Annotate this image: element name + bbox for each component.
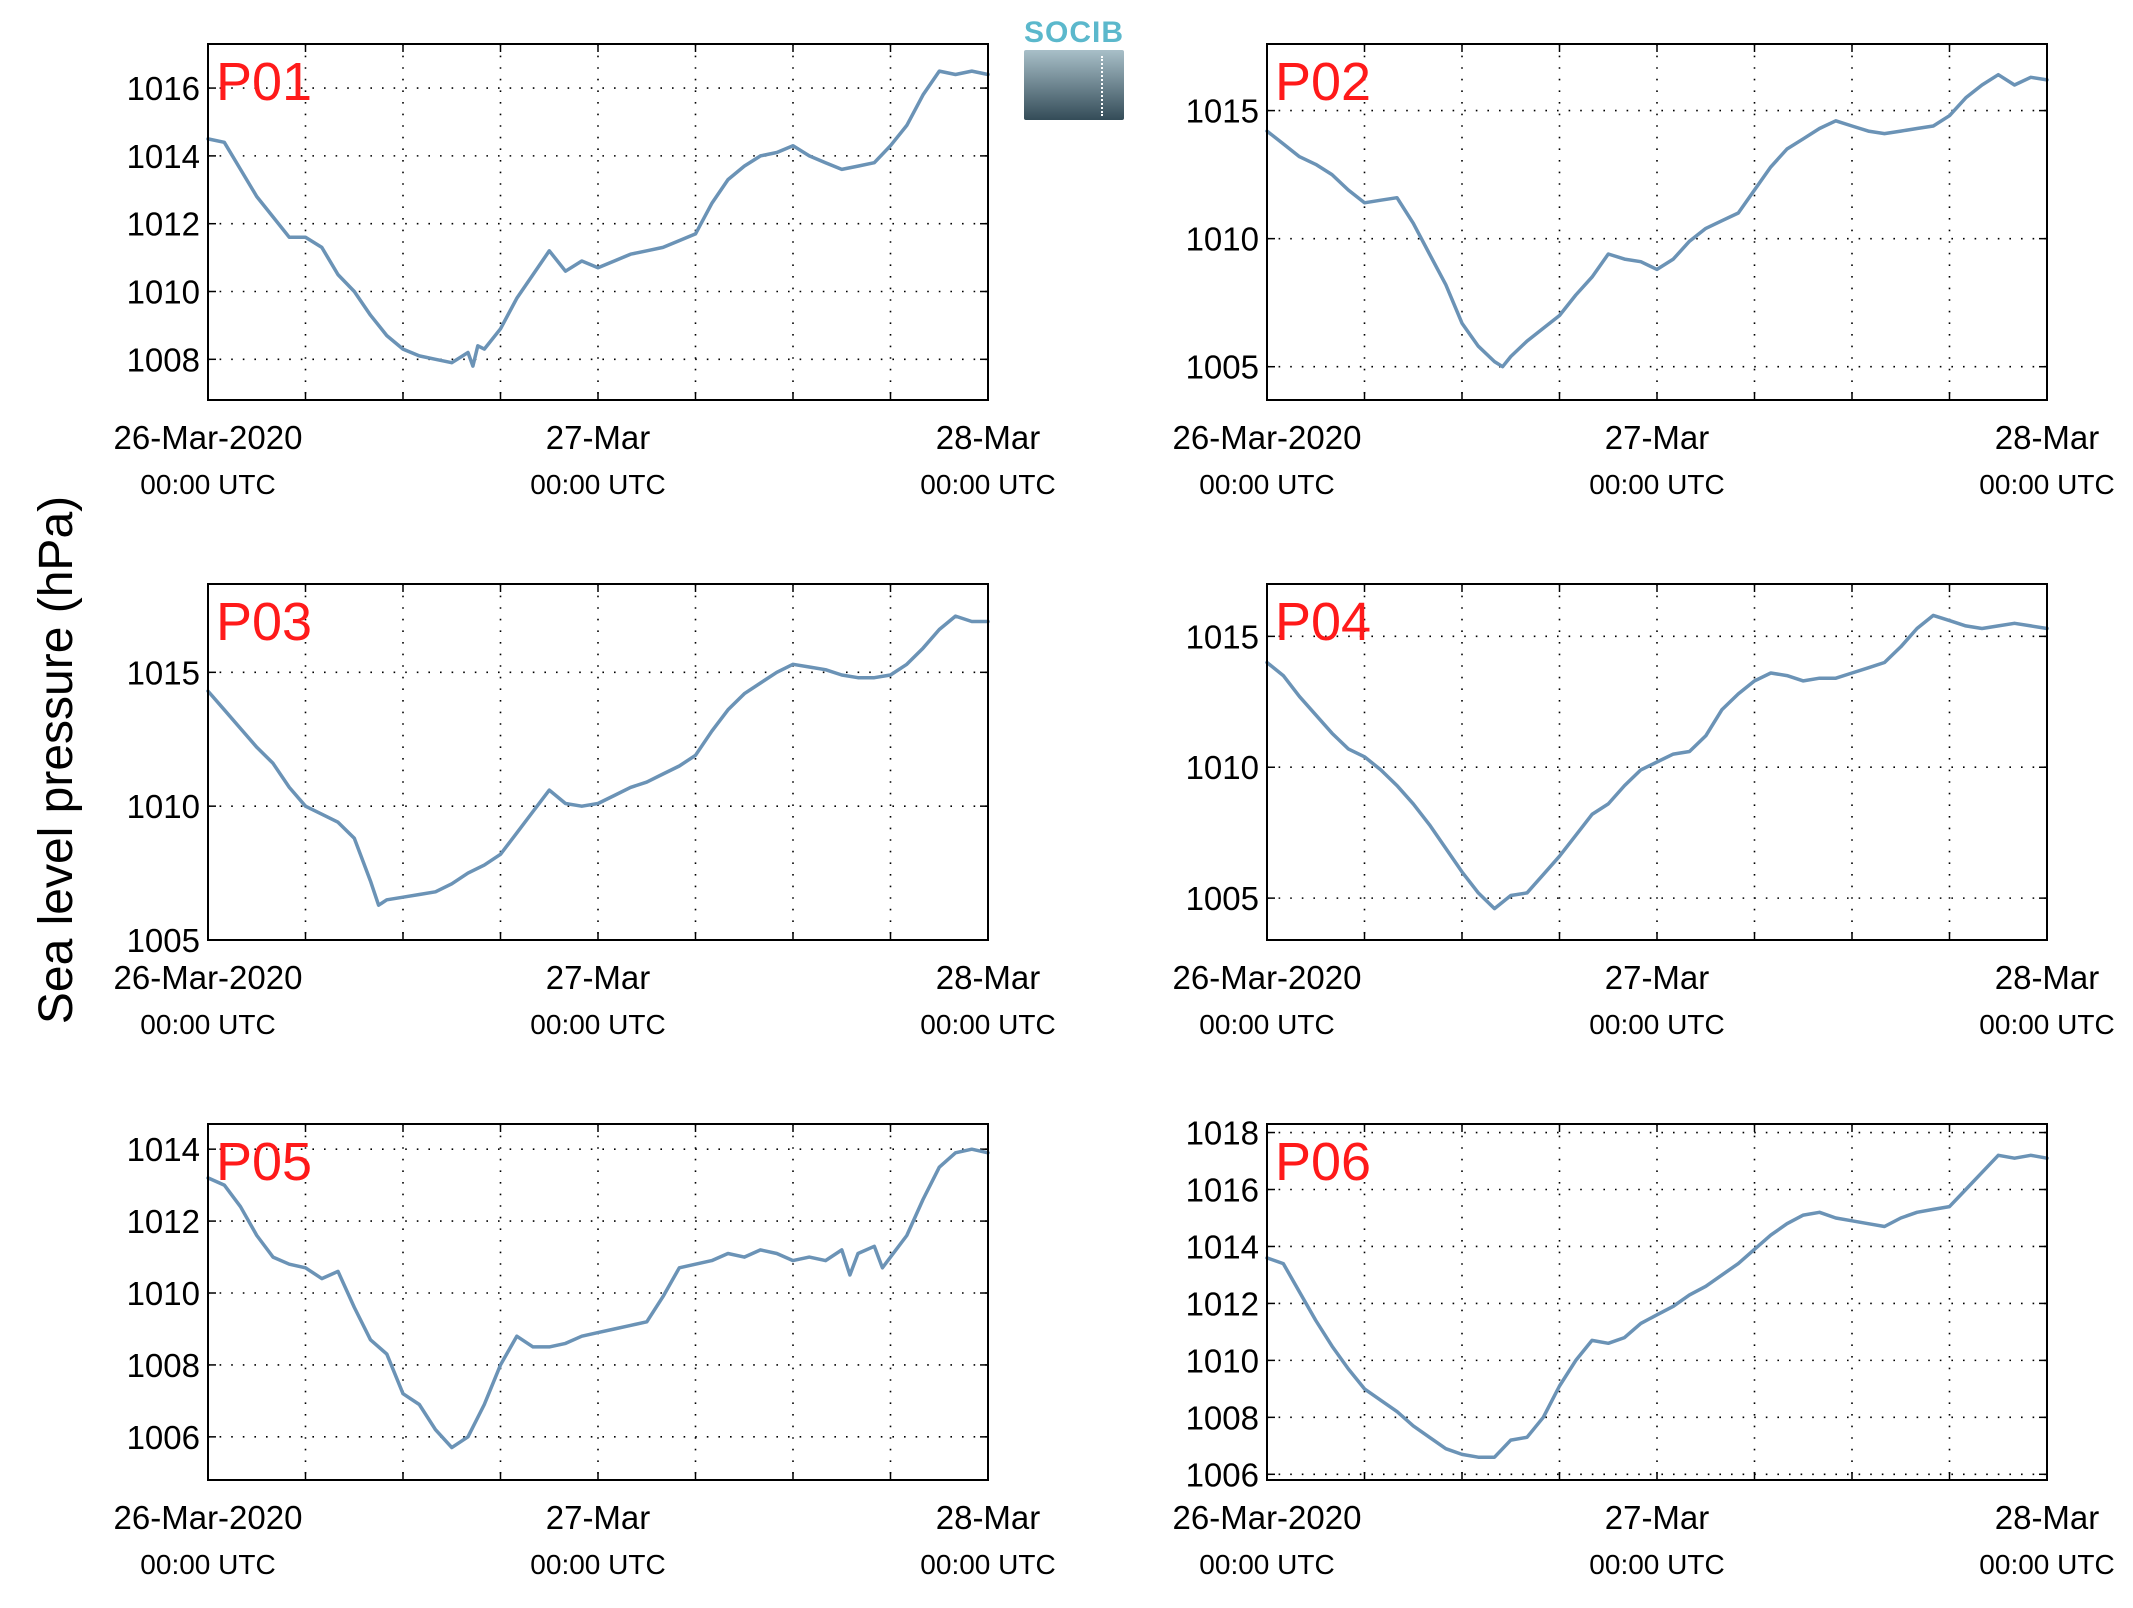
panel-label: P06 xyxy=(1275,1132,1371,1192)
x-tick-sublabel: 00:00 UTC xyxy=(1199,1549,1334,1580)
y-tick-label: 1012 xyxy=(127,1203,200,1240)
y-tick-label: 1005 xyxy=(1186,349,1259,386)
y-tick-label: 1006 xyxy=(1186,1456,1259,1493)
y-tick-label: 1015 xyxy=(1186,93,1259,130)
panel-label: P03 xyxy=(216,592,312,652)
y-tick-label: 1010 xyxy=(1186,749,1259,786)
x-tick-label: 28-Mar xyxy=(936,959,1041,996)
axes-frame xyxy=(1266,43,2048,401)
y-tick-label: 1016 xyxy=(127,70,200,107)
x-tick-label: 28-Mar xyxy=(936,419,1041,456)
panel-label: P04 xyxy=(1275,592,1371,652)
x-tick-sublabel: 00:00 UTC xyxy=(140,1009,275,1040)
y-tick-label: 1006 xyxy=(127,1419,200,1456)
x-tick-sublabel: 00:00 UTC xyxy=(530,469,665,500)
y-tick-label: 1005 xyxy=(1186,880,1259,917)
series-line xyxy=(206,69,990,368)
y-tick-label: 1015 xyxy=(1186,618,1259,655)
x-tick-label: 27-Mar xyxy=(546,959,651,996)
x-tick-label: 26-Mar-2020 xyxy=(1173,959,1362,996)
y-tick-label: 1014 xyxy=(127,1131,200,1168)
x-tick-label: 26-Mar-2020 xyxy=(114,959,303,996)
y-tick-label: 1008 xyxy=(1186,1399,1259,1436)
panel-label: P05 xyxy=(216,1132,312,1192)
y-tick-label: 1010 xyxy=(127,1275,200,1312)
x-tick-sublabel: 00:00 UTC xyxy=(1979,469,2114,500)
x-tick-label: 28-Mar xyxy=(1995,959,2100,996)
x-tick-sublabel: 00:00 UTC xyxy=(920,1549,1055,1580)
logo-text: SOCIB xyxy=(1024,16,1125,49)
series-line xyxy=(206,1147,990,1450)
panel-p05: 1006 1008 1010 1012 1014 26-Mar-2020 00:00 UTC… xyxy=(114,1123,1056,1580)
series-line xyxy=(1265,72,2049,369)
panel-p04: 1005 1010 1015 26-Mar-2020 00:00 UTC 27-Mar 00… xyxy=(1173,583,2115,1040)
x-tick-sublabel: 00:00 UTC xyxy=(1979,1549,2114,1580)
y-tick-label: 1010 xyxy=(1186,221,1259,258)
panel-label: P02 xyxy=(1275,52,1371,112)
axes-frame xyxy=(207,43,989,401)
x-tick-label: 27-Mar xyxy=(546,1499,651,1536)
y-tick-label: 1005 xyxy=(127,922,200,959)
logo-graphic xyxy=(1024,50,1124,120)
y-tick-label: 1008 xyxy=(127,341,200,378)
x-tick-label: 26-Mar-2020 xyxy=(1173,419,1362,456)
x-tick-label: 27-Mar xyxy=(1605,959,1710,996)
x-tick-sublabel: 00:00 UTC xyxy=(530,1009,665,1040)
x-tick-label: 27-Mar xyxy=(1605,1499,1710,1536)
y-tick-label: 1012 xyxy=(127,206,200,243)
socib-logo: SOCIB xyxy=(1024,16,1124,120)
x-tick-sublabel: 00:00 UTC xyxy=(920,469,1055,500)
x-tick-sublabel: 00:00 UTC xyxy=(1589,1549,1724,1580)
x-tick-label: 26-Mar-2020 xyxy=(114,1499,303,1536)
x-tick-sublabel: 00:00 UTC xyxy=(1199,1009,1334,1040)
x-tick-sublabel: 00:00 UTC xyxy=(140,1549,275,1580)
y-tick-label: 1014 xyxy=(1186,1228,1259,1265)
y-tick-label: 1015 xyxy=(127,654,200,691)
series-line xyxy=(1265,1153,2049,1459)
series-line xyxy=(206,614,990,907)
y-tick-label: 1008 xyxy=(127,1347,200,1384)
series-line xyxy=(1265,613,2049,911)
y-tick-label: 1010 xyxy=(127,788,200,825)
x-tick-sublabel: 00:00 UTC xyxy=(1199,469,1334,500)
y-tick-label: 1010 xyxy=(127,274,200,311)
x-tick-label: 26-Mar-2020 xyxy=(1173,1499,1362,1536)
panel-p03: 1005 1010 1015 26-Mar-2020 00:00 UTC 27-Mar 00… xyxy=(114,583,1056,1040)
x-tick-label: 28-Mar xyxy=(1995,419,2100,456)
x-tick-label: 28-Mar xyxy=(936,1499,1041,1536)
x-tick-label: 26-Mar-2020 xyxy=(114,419,303,456)
x-tick-label: 27-Mar xyxy=(546,419,651,456)
panel-p02: 1005 1010 1015 26-Mar-2020 00:00 UTC 27-Mar 00… xyxy=(1173,43,2115,500)
axes-frame xyxy=(1266,583,2048,941)
chart-panels: 1008 1010 1012 1014 1016 26-Mar-2020 00:00 UTC… xyxy=(114,43,2115,1580)
panel-label: P01 xyxy=(216,52,312,112)
y-tick-label: 1012 xyxy=(1186,1285,1259,1322)
axes-frame xyxy=(207,1123,989,1481)
x-tick-sublabel: 00:00 UTC xyxy=(920,1009,1055,1040)
x-tick-label: 28-Mar xyxy=(1995,1499,2100,1536)
x-tick-sublabel: 00:00 UTC xyxy=(1979,1009,2114,1040)
x-tick-label: 27-Mar xyxy=(1605,419,1710,456)
panel-p01: 1008 1010 1012 1014 1016 26-Mar-2020 00:00 UTC… xyxy=(114,43,1056,500)
y-tick-label: 1016 xyxy=(1186,1172,1259,1209)
axes-frame xyxy=(1266,1123,2048,1481)
y-axis-label: Sea level pressure (hPa) xyxy=(30,496,83,1024)
y-tick-label: 1018 xyxy=(1186,1115,1259,1152)
axes-frame xyxy=(207,583,989,941)
x-tick-sublabel: 00:00 UTC xyxy=(140,469,275,500)
y-tick-label: 1014 xyxy=(127,138,200,175)
panel-p06: 1006 1008 1010 1012 1014 1016 1018 26-Mar-2020 0… xyxy=(1173,1115,2115,1580)
y-tick-label: 1010 xyxy=(1186,1342,1259,1379)
x-tick-sublabel: 00:00 UTC xyxy=(1589,1009,1724,1040)
x-tick-sublabel: 00:00 UTC xyxy=(530,1549,665,1580)
logo-dashed-line xyxy=(1101,56,1103,116)
x-tick-sublabel: 00:00 UTC xyxy=(1589,469,1724,500)
